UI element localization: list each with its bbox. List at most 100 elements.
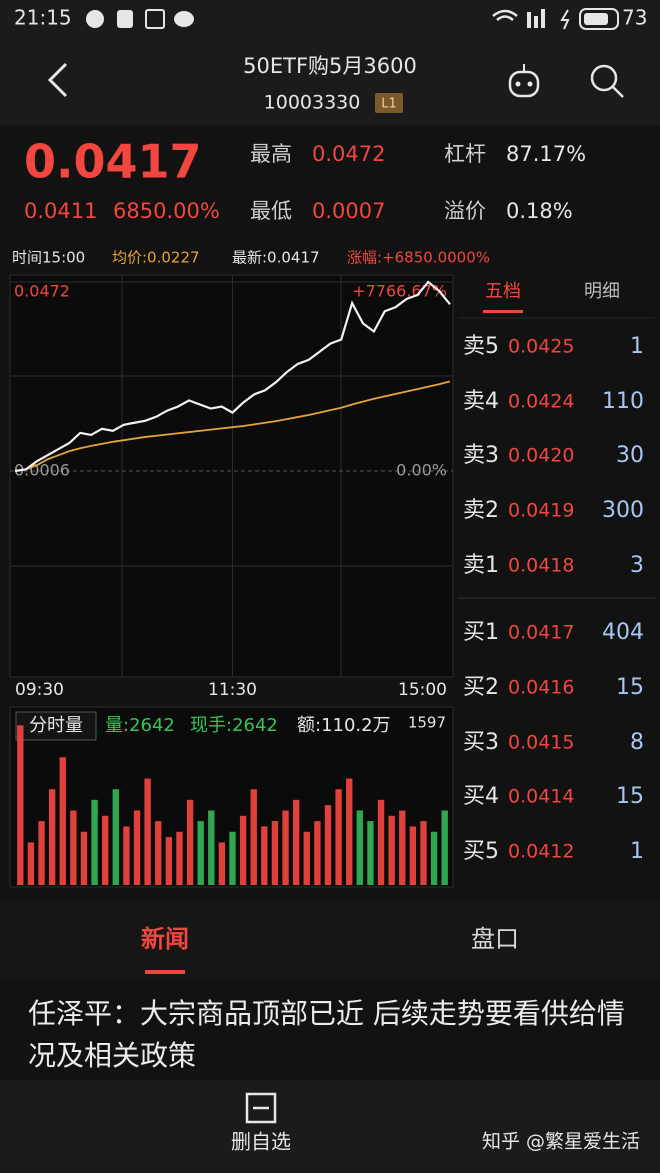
- status-icon: [86, 10, 104, 28]
- order-qty: 1: [630, 839, 644, 864]
- order-book-tab[interactable]: 五档: [485, 281, 521, 302]
- volume-bar: [218, 842, 226, 885]
- order-price: 0.0416: [508, 677, 574, 699]
- volume-bar: [208, 810, 215, 885]
- signal-icon: [541, 9, 545, 28]
- news-tab[interactable]: 新闻: [141, 925, 189, 953]
- price-line: [14, 380, 451, 472]
- volume-bar: [261, 826, 268, 885]
- tab-underline: [145, 970, 185, 974]
- order-book-tab[interactable]: 明细: [584, 281, 620, 302]
- volume-bar: [409, 826, 417, 885]
- order-qty: 110: [602, 389, 644, 414]
- order-qty: 3: [630, 553, 644, 578]
- high: 0.0472: [312, 142, 385, 166]
- x-tick-label: 09:30: [15, 680, 64, 700]
- leverage-label: 杠杆: [444, 142, 486, 166]
- order-price: 0.0419: [508, 500, 574, 522]
- order-qty: 300: [602, 498, 644, 523]
- wifi-icon: [492, 9, 518, 21]
- volume-title: 分时量: [29, 715, 83, 736]
- y-tick-label: 0.0472: [14, 282, 70, 301]
- volume-bar: [165, 837, 173, 885]
- battery-icon: [579, 8, 619, 30]
- volume-bar: [271, 821, 279, 885]
- signal-icon: [534, 16, 538, 28]
- status-icon: [145, 9, 165, 29]
- volume-bar: [430, 831, 438, 885]
- volume-bar: [441, 810, 448, 885]
- top-bar: [0, 0, 660, 125]
- order-label: 卖1: [463, 553, 499, 578]
- news-tab-bar: [0, 900, 660, 980]
- order-qty: 1: [630, 334, 644, 359]
- volume-bar: [335, 789, 342, 885]
- tab-underline: [483, 310, 523, 313]
- battery-text: 73: [622, 6, 647, 30]
- volume-annotation: 量:2642: [105, 715, 175, 736]
- signal-icon: [527, 12, 531, 28]
- premium: 0.18%: [506, 199, 573, 223]
- info-time: 时间15:00: [12, 249, 85, 267]
- badge-bg: [375, 93, 403, 113]
- news-headline[interactable]: 任泽平：大宗商品顶部已近 后续走势要看供给情况及相关政策: [28, 997, 625, 1072]
- order-qty: 15: [616, 784, 644, 809]
- price-line: [14, 280, 451, 473]
- order-price: 0.0415: [508, 732, 574, 754]
- order-label: 买5: [463, 839, 499, 864]
- low-label: 最低: [250, 199, 292, 223]
- volume-bar: [239, 815, 247, 885]
- volume-bar: [377, 799, 385, 885]
- order-price: 0.0412: [508, 841, 574, 863]
- volume-bar: [346, 778, 353, 885]
- status-icon: [174, 11, 194, 27]
- search-icon: [612, 86, 624, 98]
- volume-bar: [91, 799, 98, 885]
- order-label: 卖5: [463, 334, 499, 359]
- order-price: 0.0420: [508, 445, 574, 467]
- volume-bar: [197, 821, 204, 885]
- order-price: 0.0417: [508, 622, 574, 644]
- charge-icon: [560, 9, 570, 30]
- change-pct: 6850.00%: [113, 199, 220, 223]
- order-qty: 404: [602, 620, 644, 645]
- volume-bar: [102, 815, 109, 885]
- volume-bar: [133, 810, 141, 885]
- delete-watchlist[interactable]: 删自选: [231, 1130, 291, 1154]
- x-tick-label: 15:00: [398, 680, 447, 700]
- news-tab[interactable]: 盘口: [471, 925, 519, 953]
- status-icon: [117, 10, 133, 28]
- order-label: 卖2: [463, 498, 499, 523]
- back-button[interactable]: [47, 62, 68, 98]
- order-price: 0.0418: [508, 555, 574, 577]
- volume-bar: [17, 725, 24, 885]
- volume-bar: [399, 810, 406, 885]
- volume-bar: [38, 821, 45, 885]
- leverage: 87.17%: [506, 142, 586, 166]
- order-qty: 15: [616, 675, 644, 700]
- volume-bar: [27, 842, 35, 885]
- volume-bar: [282, 810, 289, 885]
- robot-button[interactable]: [508, 64, 540, 98]
- order-qty: 8: [630, 730, 644, 755]
- premium-label: 溢价: [444, 199, 486, 223]
- price: 0.0417: [24, 135, 202, 189]
- header-code: 10003330: [264, 92, 361, 114]
- volume-bar: [112, 789, 119, 885]
- order-label: 买1: [463, 620, 499, 645]
- volume-annotation: 现手:2642: [190, 715, 278, 736]
- volume-bar: [59, 757, 66, 885]
- info-latest: 最新:0.0417: [232, 249, 320, 267]
- search-button[interactable]: [590, 64, 624, 98]
- volume-bar: [303, 831, 310, 885]
- change: 0.0411: [24, 199, 97, 223]
- battery-level: [584, 13, 608, 25]
- volume-bar: [250, 789, 257, 885]
- volume-bar: [292, 799, 300, 885]
- volume-annotation: 额:110.2万: [297, 715, 391, 736]
- order-price: 0.0414: [508, 786, 574, 808]
- delete-icon: [245, 1092, 277, 1124]
- y2-tick-label: 0.00%: [396, 461, 447, 480]
